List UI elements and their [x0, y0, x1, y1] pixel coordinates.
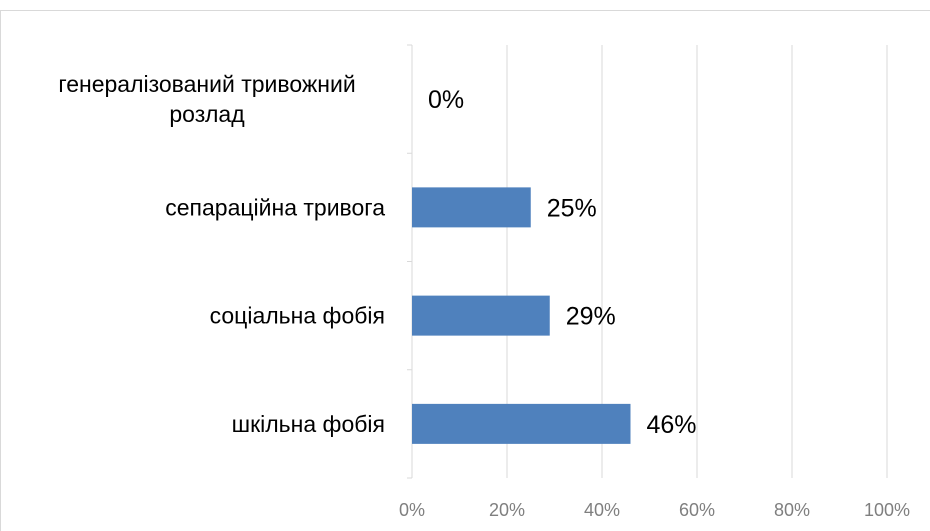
bars	[412, 187, 631, 444]
x-tick-label-40: 40%	[584, 500, 620, 520]
data-label-2: 29%	[566, 303, 616, 331]
chart-border-left	[0, 10, 1, 531]
category-label-3: шкільна фобія	[232, 411, 385, 437]
category-axis	[407, 44, 413, 479]
data-label-0: 0%	[428, 86, 464, 114]
chart-border-top	[0, 10, 930, 11]
x-tick-label-0: 0%	[399, 500, 425, 520]
data-labels: 0% 25% 29% 46%	[428, 86, 697, 439]
x-tick-label-100: 100%	[864, 500, 910, 520]
bar-1	[412, 187, 531, 228]
data-label-3: 46%	[647, 411, 697, 439]
category-label-0: генералізований тривожний розлад	[58, 71, 355, 127]
category-label-1: сепараційна тривога	[165, 194, 385, 220]
category-label-2: соціальна фобія	[210, 303, 385, 329]
bar-3	[412, 403, 631, 444]
x-tick-labels: 0% 20% 40% 60% 80% 100%	[399, 500, 910, 520]
category-labels: генералізований тривожний розлад сепарацій…	[58, 71, 385, 437]
x-tick-label-60: 60%	[679, 500, 715, 520]
bar-2	[412, 295, 550, 336]
x-tick-label-80: 80%	[774, 500, 810, 520]
x-tick-label-20: 20%	[489, 500, 525, 520]
data-label-1: 25%	[547, 194, 597, 222]
